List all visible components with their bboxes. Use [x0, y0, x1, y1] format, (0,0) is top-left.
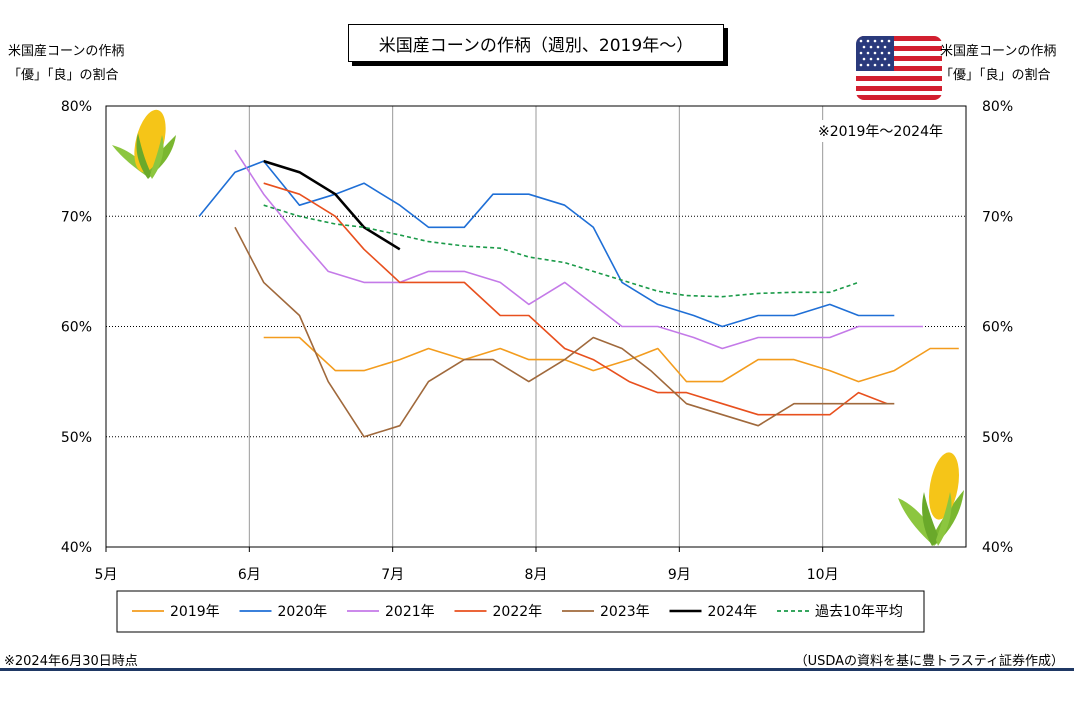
legend-label: 2023年 — [600, 604, 650, 620]
axes: 40% 40% 50% 50% 60% 60% 70% 70% 80% 80% 5月 6月 7月 8月 9月… — [61, 99, 1013, 583]
y-tick-label-right: 80% — [982, 99, 1013, 115]
grid — [106, 106, 966, 547]
series-line-2020年 — [198, 160, 895, 328]
legend-label: 2019年 — [170, 604, 220, 620]
legend-label: 2021年 — [385, 604, 435, 620]
period-note: ※2019年〜2024年 — [818, 124, 943, 140]
bottom-rule — [0, 668, 1074, 671]
right-axis-caption: 米国産コーンの作柄 「優」「良」の割合 — [940, 40, 1056, 88]
legend-label: 2022年 — [493, 604, 543, 620]
y-tick-label-right: 60% — [982, 320, 1013, 336]
y-tick-label-left: 60% — [61, 320, 92, 336]
left-axis-caption-line1: 米国産コーンの作柄 — [8, 44, 125, 59]
y-tick-label-left: 70% — [61, 209, 92, 225]
y-tick-label-left: 40% — [61, 540, 92, 556]
series-line-2022年 — [263, 182, 888, 416]
x-tick-label: 9月 — [668, 567, 691, 583]
legend-label: 2024年 — [708, 604, 758, 620]
series-line-過去10年平均 — [263, 204, 859, 298]
legend: 2019年 2020年 2021年 2022年 2023年 2024年 過去10年平均 — [116, 590, 925, 633]
period-note-bg — [816, 120, 960, 142]
right-axis-caption-line1: 米国産コーンの作柄 — [940, 44, 1057, 59]
us-flag-icon — [856, 36, 942, 100]
series — [198, 149, 959, 438]
legend-label: 過去10年平均 — [815, 604, 903, 620]
y-tick-label-right: 50% — [982, 430, 1013, 446]
y-tick-label-left: 80% — [61, 99, 92, 115]
series-line-2024年 — [263, 159, 401, 251]
right-axis-caption-line2: 「優」「良」の割合 — [940, 68, 1051, 83]
legend-label: 2020年 — [278, 604, 328, 620]
x-tick-label: 8月 — [525, 567, 548, 583]
y-tick-label-right: 70% — [982, 209, 1013, 225]
series-line-2023年 — [234, 226, 895, 438]
corn-icon — [898, 452, 964, 546]
left-axis-caption: 米国産コーンの作柄 「優」「良」の割合 — [8, 40, 124, 88]
chart-title: 米国産コーンの作柄（週別、2019年〜） — [348, 24, 724, 62]
series-line-2019年 — [263, 336, 959, 383]
corn-icon — [112, 109, 176, 179]
x-tick-label: 6月 — [238, 567, 261, 583]
left-axis-caption-line2: 「優」「良」の割合 — [8, 68, 119, 83]
y-tick-label-left: 50% — [61, 430, 92, 446]
x-tick-label: 5月 — [95, 567, 118, 583]
footnote-left: ※2024年6月30日時点 — [4, 654, 138, 669]
footnote-right: （USDAの資料を基に豊トラスティ証券作成） — [794, 654, 1064, 669]
x-tick-label: 10月 — [807, 567, 839, 583]
line-chart: 40% 40% 50% 50% 60% 60% 70% 70% 80% 80% 5月 6月 7月 8月 9月… — [61, 99, 1013, 633]
series-line-2021年 — [234, 149, 923, 350]
y-tick-label-right: 40% — [982, 540, 1013, 556]
x-tick-label: 7月 — [381, 567, 404, 583]
